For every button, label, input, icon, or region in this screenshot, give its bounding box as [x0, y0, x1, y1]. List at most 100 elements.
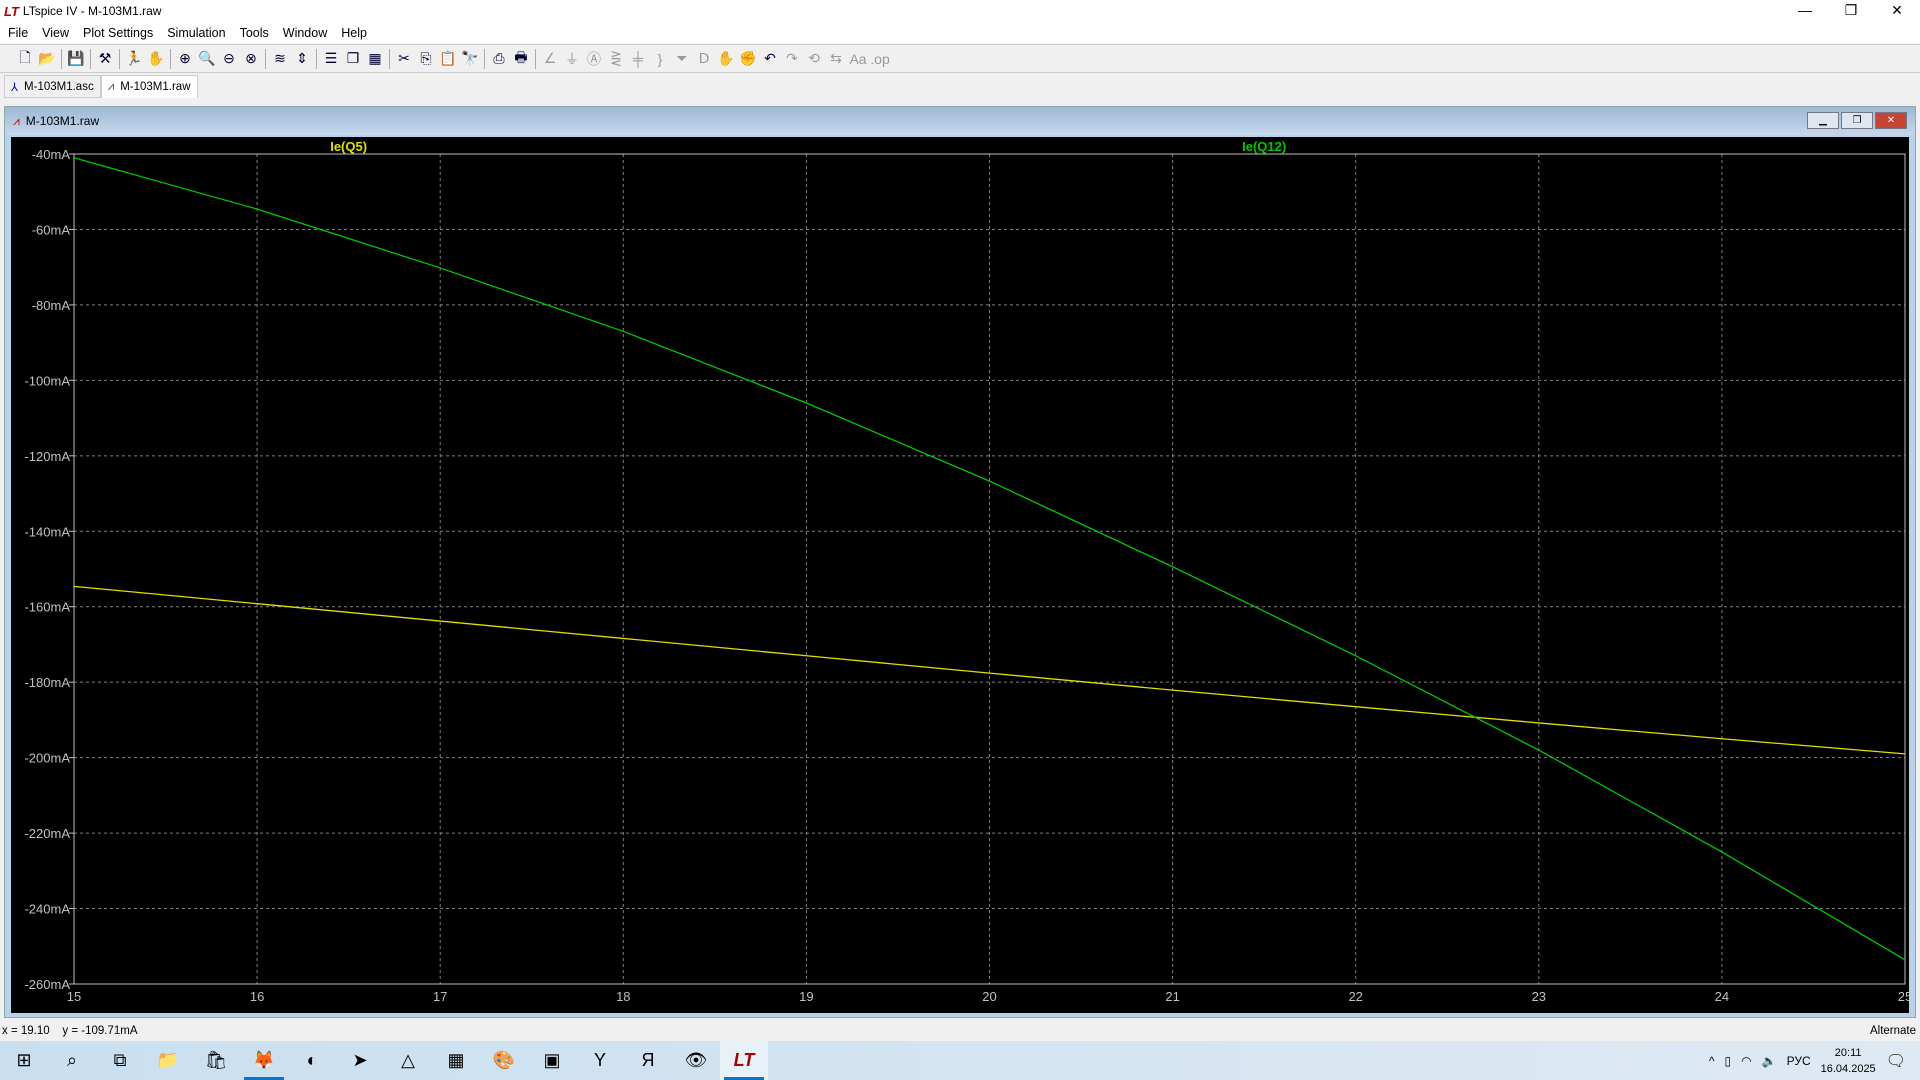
restore-button[interactable]: ❐ [1844, 2, 1858, 18]
tab-schematic[interactable]: ⅄ M-103M1.asc [4, 75, 101, 98]
control-panel-icon[interactable]: ⚒ [98, 50, 112, 66]
telegram-icon[interactable]: ➤ [352, 1050, 368, 1070]
ltspice-logo-icon: LT [4, 3, 19, 19]
tab-label: M-103M1.raw [120, 81, 191, 93]
resistor-icon[interactable]: ⋛ [610, 50, 622, 66]
notifications-icon[interactable]: 🗨 [1885, 1052, 1906, 1070]
drag-icon[interactable]: ✊ [739, 50, 757, 66]
save-icon[interactable]: 💾 [67, 50, 85, 66]
search-icon[interactable]: ⌕ [66, 1050, 78, 1070]
menu-tools[interactable]: Tools [239, 25, 269, 40]
waveform-icon: ⩘ [13, 113, 20, 128]
drive-icon[interactable]: △ [401, 1050, 415, 1070]
diode-icon[interactable]: ⏷ [676, 50, 688, 66]
firefox-icon[interactable]: 🦊 [240, 1041, 288, 1080]
redo-icon[interactable]: ↷ [786, 50, 798, 66]
schematic-icon: ⅄ [11, 81, 19, 94]
manual-limits-icon[interactable]: ⇕ [296, 50, 308, 66]
capacitor-icon[interactable]: ╪ [633, 50, 643, 67]
yandex-icon[interactable]: Я [641, 1050, 655, 1070]
y-tick-label: -140mA [24, 524, 70, 539]
plot-window-title: M-103M1.raw [25, 114, 100, 128]
autorange-icon[interactable]: ≋ [274, 50, 286, 66]
y-tick-label: -80mA [32, 298, 71, 313]
tab-waveform[interactable]: ⩘ M-103M1.raw [100, 75, 198, 98]
cursor-readout: x = 19.10 y = -109.71mA [2, 1025, 138, 1037]
plot-window-titlebar: ⩘ M-103M1.raw [5, 107, 1915, 135]
new-schematic-icon[interactable]: 🗋 [19, 48, 31, 65]
x-tick-label: 18 [616, 989, 630, 1004]
ltspice-icon[interactable]: LT [720, 1041, 768, 1080]
tab-label: M-103M1.asc [24, 80, 94, 93]
tile-vertical-icon[interactable]: ▦ [368, 50, 382, 66]
plot-minimize-button[interactable]: ▁ [1807, 112, 1839, 129]
move-icon[interactable]: ✋ [717, 50, 735, 66]
zoom-out-icon[interactable]: ⊖ [223, 50, 235, 66]
mode-indicator: Alternate [1869, 1025, 1916, 1037]
network-icon[interactable]: ◠ [1741, 1053, 1752, 1068]
waveform-plot[interactable]: 15 16 17 18 19 20 21 22 23 24 25 -40mA -60mA -80mA -10… [11, 137, 1909, 1013]
toolbar-separator [389, 48, 390, 69]
ground-icon[interactable]: ⏚ [565, 50, 579, 67]
zoom-pan-icon[interactable]: 🔍 [198, 50, 216, 66]
x-tick-label: 15 [67, 989, 81, 1004]
menu-view[interactable]: View [42, 25, 70, 40]
component-icon[interactable]: ᗞ [698, 50, 710, 66]
plot-restore-button[interactable]: ❐ [1841, 112, 1873, 129]
run-icon[interactable]: 🏃 [125, 50, 143, 66]
document-tabs: ⅄ M-103M1.asc ⩘ M-103M1.raw [4, 75, 198, 98]
toolbar-separator [535, 48, 536, 69]
menu-simulation[interactable]: Simulation [167, 25, 226, 40]
system-tray: ^ ▯ ◠ 🔈 РУС 20:11 16.04.2025 🗨 [1709, 1041, 1920, 1080]
zoom-in-icon[interactable]: ⊕ [179, 50, 191, 66]
spice-directive-icon[interactable]: .op [870, 50, 890, 67]
minimize-button[interactable]: — [1798, 2, 1812, 18]
menu-help[interactable]: Help [341, 25, 367, 40]
calculator-icon[interactable]: ▦ [447, 1050, 465, 1070]
chart-svg[interactable]: 15 16 17 18 19 20 21 22 23 24 25 -40mA -60mA -80mA -10… [11, 137, 1909, 1013]
show-hidden-icons-icon[interactable]: ^ [1708, 1053, 1715, 1068]
copy-icon[interactable]: ⎘ [420, 50, 432, 66]
volume-icon[interactable]: 🔈 [1761, 1053, 1777, 1068]
rotate-icon[interactable]: ⟲ [808, 50, 820, 66]
clock[interactable]: 20:11 16.04.2025 [1821, 1045, 1876, 1077]
mirror-icon[interactable]: ⇆ [830, 50, 842, 66]
plot-close-button[interactable]: ✕ [1875, 112, 1907, 129]
edge-icon[interactable]: ◐ [306, 1050, 318, 1070]
zoom-fit-icon[interactable]: ⊗ [245, 50, 257, 66]
eye-icon[interactable]: 👁 [684, 1050, 708, 1070]
paste-icon[interactable]: 📋 [439, 50, 457, 66]
cascade-icon[interactable]: ❐ [346, 50, 360, 66]
find-icon[interactable]: 🔭 [461, 50, 479, 66]
print-icon[interactable]: 🖶 [514, 48, 528, 65]
halt-icon[interactable]: ✋ [147, 50, 165, 66]
messenger-icon[interactable]: ▣ [543, 1050, 561, 1070]
paint-icon[interactable]: 🎨 [492, 1050, 516, 1070]
toolbar-separator [90, 48, 91, 69]
wire-icon[interactable]: ∠ [543, 50, 557, 66]
language-indicator[interactable]: РУС [1786, 1053, 1811, 1068]
undo-icon[interactable]: ↶ [764, 50, 776, 66]
file-explorer-icon[interactable]: 📁 [156, 1050, 180, 1070]
menu-file[interactable]: File [8, 25, 29, 40]
close-button[interactable]: ✕ [1891, 2, 1903, 18]
y-tick-label: -220mA [24, 826, 70, 841]
label-icon[interactable]: Ⓐ [587, 50, 601, 67]
toolbar-separator [61, 48, 62, 69]
text-icon[interactable]: Aa [849, 50, 867, 67]
open-icon[interactable]: 📂 [38, 50, 56, 66]
yandex-browser-icon[interactable]: Y [593, 1050, 606, 1070]
start-icon[interactable]: ⊞ [16, 1050, 32, 1070]
inductor-icon[interactable]: } [657, 50, 663, 67]
store-icon[interactable]: 🛍 [204, 1050, 228, 1070]
device-icon[interactable]: ▯ [1724, 1053, 1732, 1068]
menu-window[interactable]: Window [282, 25, 328, 40]
date: 16.04.2025 [1820, 1062, 1876, 1075]
toolbar: 🗋 📂 💾 ⚒ 🏃 ✋ ⊕ 🔍 ⊖ ⊗ ≋ ⇕ ☰ ❐ ▦ ✂ ⎘ 📋 🔭 ⎙ 🖶 ∠ ⏚ Ⓐ ⋛ ╪} ⏷ ᗞ ✋ ✊ ↶ ↷ ⟲ ⇆ Aa .op [0, 44, 1920, 73]
menu-plot-settings[interactable]: Plot Settings [83, 25, 154, 40]
print-preview-icon[interactable]: ⎙ [493, 50, 505, 66]
toolbar-separator [484, 48, 485, 69]
tile-horizontal-icon[interactable]: ☰ [324, 50, 338, 66]
cut-icon[interactable]: ✂ [398, 50, 410, 66]
task-view-icon[interactable]: ⧉ [113, 1050, 127, 1070]
